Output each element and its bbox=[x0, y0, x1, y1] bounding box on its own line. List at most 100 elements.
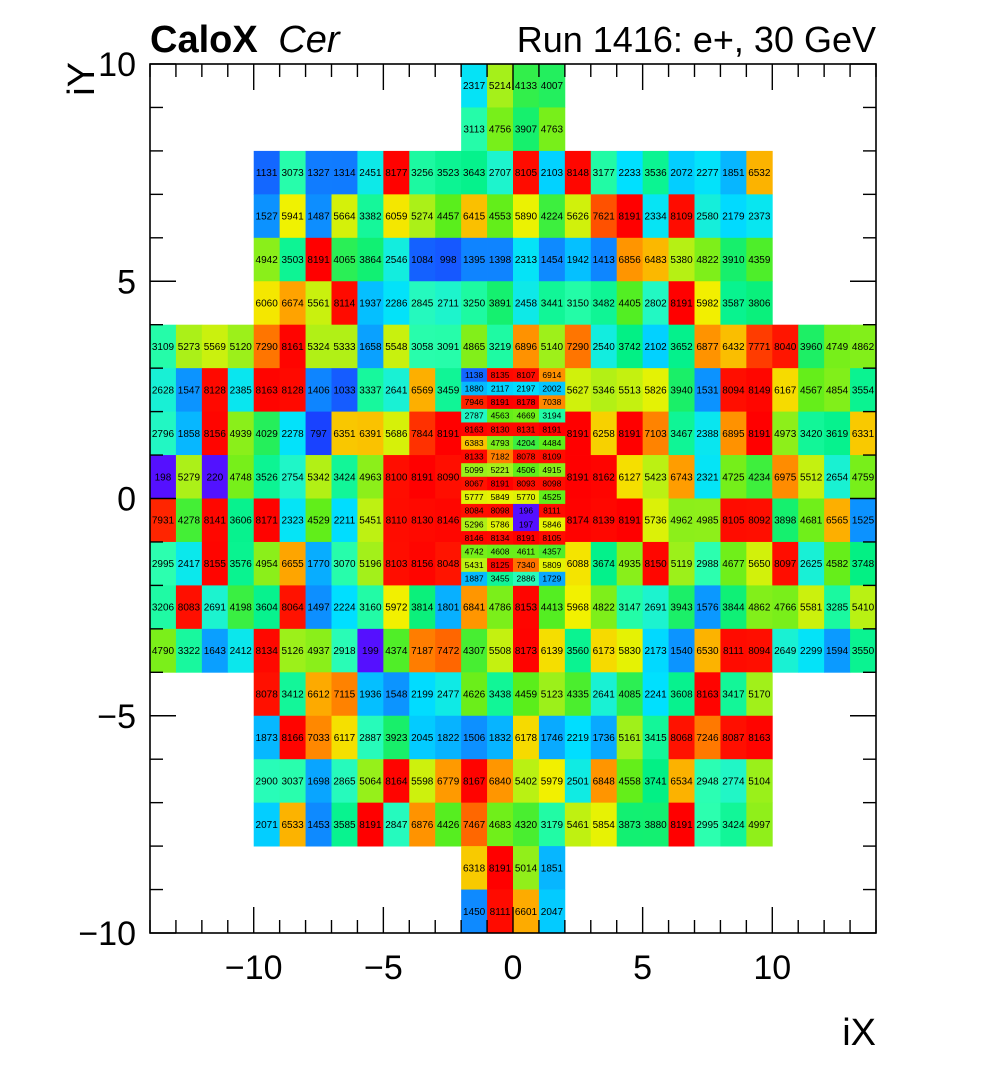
heatmap-cell bbox=[720, 455, 747, 499]
heatmap-cell bbox=[746, 455, 773, 499]
cell-value-label: 2654 bbox=[826, 472, 849, 483]
heatmap-cell bbox=[305, 498, 332, 543]
fine-cell bbox=[538, 436, 566, 451]
heatmap-cell bbox=[642, 585, 669, 630]
heatmap-cell bbox=[227, 585, 255, 630]
cell-value-label: 3880 bbox=[644, 820, 667, 831]
cell-value-label: 3742 bbox=[619, 342, 642, 353]
fine-cell bbox=[487, 422, 514, 437]
cell-value-label: 8109 bbox=[670, 212, 693, 223]
fine-cell bbox=[538, 395, 566, 410]
cell-value-label: 6139 bbox=[541, 646, 564, 657]
heatmap-cell bbox=[694, 194, 721, 239]
cell-value-label: 3748 bbox=[852, 559, 875, 570]
cell-value-label: 8128 bbox=[204, 385, 227, 396]
fine-grained-cells: 1138 8135 8107 6914 1880 2117 2197 2002 7946 8191… bbox=[461, 368, 566, 586]
cell-value-label: 3206 bbox=[152, 603, 175, 614]
cell-value-label: 2887 bbox=[359, 733, 382, 744]
heatmap-cell bbox=[668, 628, 695, 673]
heatmap-cell bbox=[409, 368, 436, 412]
heatmap-cell bbox=[798, 368, 825, 412]
cell-value-label: 8163 bbox=[748, 733, 771, 744]
cell-value-label: 2995 bbox=[696, 820, 719, 831]
fine-cell-value-label: 6914 bbox=[542, 370, 561, 380]
cell-value-label: 4939 bbox=[230, 429, 253, 440]
cell-value-label: 2385 bbox=[230, 385, 253, 396]
heatmap-cell bbox=[461, 585, 488, 630]
y-tick-label: 10 bbox=[98, 46, 136, 84]
heatmap-cell bbox=[590, 541, 618, 586]
cell-value-label: 4567 bbox=[800, 385, 823, 396]
heatmap-cell bbox=[642, 368, 669, 412]
cell-value-label: 8191 bbox=[359, 820, 382, 831]
heatmap-cell bbox=[383, 498, 410, 543]
cell-value-label: 1548 bbox=[385, 690, 408, 701]
fine-cell-value-label: 8067 bbox=[465, 479, 484, 489]
heatmap-cell bbox=[798, 541, 825, 586]
heatmap-cell bbox=[538, 107, 566, 152]
cell-value-label: 5854 bbox=[593, 820, 616, 831]
heatmap-cell bbox=[513, 846, 540, 890]
tick-labels: −10 −5 0 5 10 −10 −5 0 5 10 bbox=[78, 46, 791, 987]
cell-value-label: 5941 bbox=[281, 212, 304, 223]
cell-value-label: 2321 bbox=[696, 472, 719, 483]
fine-cell-value-label: 3455 bbox=[491, 574, 510, 584]
heatmap-cell bbox=[383, 541, 410, 586]
cell-value-label: 2995 bbox=[152, 559, 175, 570]
heatmap-cell bbox=[409, 585, 436, 630]
heatmap-cell bbox=[357, 498, 384, 543]
cell-value-label: 6674 bbox=[281, 298, 304, 309]
cell-value-label: 4862 bbox=[852, 342, 875, 353]
cell-value-label: 2211 bbox=[334, 516, 356, 527]
fine-cell-value-label: 5296 bbox=[465, 519, 484, 529]
cell-value-label: 8097 bbox=[774, 559, 797, 570]
heatmap-cell bbox=[746, 759, 773, 804]
cell-value-label: 4133 bbox=[515, 81, 538, 92]
fine-cell bbox=[487, 381, 514, 396]
fine-cell bbox=[487, 517, 514, 532]
heatmap-cell bbox=[616, 237, 644, 282]
cell-value-label: 1454 bbox=[541, 255, 564, 266]
heatmap-cell bbox=[487, 324, 514, 369]
heatmap-cell bbox=[175, 455, 203, 499]
heatmap-cell bbox=[201, 498, 229, 543]
cell-value-label: 1327 bbox=[307, 168, 330, 179]
cell-value-label: 5972 bbox=[385, 603, 408, 614]
fine-cell-value-label: 4611 bbox=[517, 546, 536, 556]
heatmap-cell bbox=[642, 628, 669, 673]
cell-value-label: 5982 bbox=[696, 298, 719, 309]
cell-value-label: 5826 bbox=[644, 385, 667, 396]
heatmap-cell bbox=[513, 715, 540, 760]
fine-cell bbox=[513, 368, 540, 383]
heatmap-cell bbox=[383, 368, 410, 412]
cell-value-label: 2707 bbox=[489, 168, 512, 179]
heatmap-cell bbox=[487, 237, 514, 282]
heatmap-cell bbox=[616, 498, 644, 543]
cell-value-label: 8191 bbox=[411, 472, 434, 483]
cell-value-label: 2417 bbox=[178, 559, 201, 570]
heatmap-cell bbox=[668, 585, 695, 630]
heatmap-cell bbox=[694, 455, 721, 499]
fine-cell-value-label: 4204 bbox=[517, 438, 536, 448]
cell-value-label: 8167 bbox=[463, 776, 486, 787]
cell-value-label: 2918 bbox=[333, 646, 356, 657]
cell-value-label: 8162 bbox=[593, 472, 616, 483]
cell-value-label: 3424 bbox=[722, 820, 745, 831]
heatmap-cell bbox=[409, 237, 436, 282]
cell-value-label: 3943 bbox=[670, 603, 693, 614]
cell-value-label: 3285 bbox=[826, 603, 849, 614]
heatmap-cell bbox=[227, 324, 255, 369]
heatmap-cell bbox=[746, 585, 773, 630]
heatmap-cell bbox=[590, 759, 618, 804]
heatmap-cell bbox=[694, 672, 721, 717]
heatmap-cell bbox=[331, 455, 358, 499]
cell-value-label: 6877 bbox=[696, 342, 719, 353]
heatmap-cell bbox=[668, 672, 695, 717]
cell-value-label: 4405 bbox=[619, 298, 642, 309]
heatmap-cell bbox=[175, 585, 203, 630]
heatmap-cell bbox=[694, 411, 721, 456]
cell-value-label: 4935 bbox=[619, 559, 642, 570]
heatmap-cell bbox=[383, 715, 410, 760]
heatmap-cell bbox=[564, 150, 592, 195]
